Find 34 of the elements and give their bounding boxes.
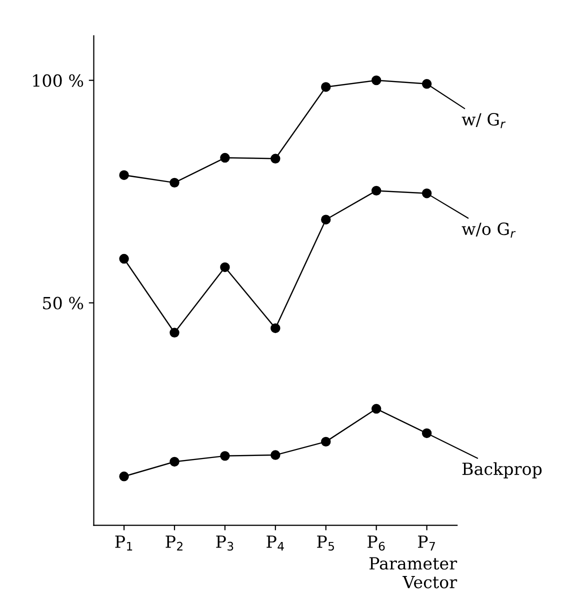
x-tick-label: P$_{6}$ (368, 536, 385, 551)
point (220, 451, 230, 461)
point (422, 428, 432, 438)
point (270, 450, 280, 460)
legend-label: Backprop (462, 462, 542, 478)
point (220, 152, 230, 163)
point (170, 456, 180, 467)
legend-label: w/o G$_{r}$ (462, 222, 516, 238)
x-tick-label: P$_{5}$ (317, 536, 334, 551)
point (170, 178, 180, 188)
point (170, 328, 180, 338)
x-tick-label: P$_{1}$ (115, 536, 132, 550)
x-tick-label: P$_{3}$ (216, 536, 234, 551)
legend-label: w/ G$_{r}$ (462, 113, 506, 128)
point (321, 214, 331, 224)
point (321, 82, 331, 92)
x-tick-label: P$_{2}$ (166, 536, 182, 550)
point (119, 472, 129, 482)
x-axis-title: Parameter Vector (369, 557, 458, 588)
point (119, 170, 129, 180)
point (321, 436, 331, 447)
x-tick-label: P$_{7}$ (418, 536, 435, 550)
point (220, 262, 230, 272)
point (422, 188, 432, 198)
point (371, 404, 382, 414)
point (270, 323, 280, 334)
y-tick-label: 100 % (33, 74, 84, 87)
x-tick-label: P$_{4}$ (266, 536, 284, 550)
y-tick-label: 50 % (43, 296, 84, 310)
point (119, 254, 129, 264)
point (422, 79, 432, 89)
point (371, 186, 382, 196)
point (371, 75, 382, 86)
point (270, 154, 280, 164)
